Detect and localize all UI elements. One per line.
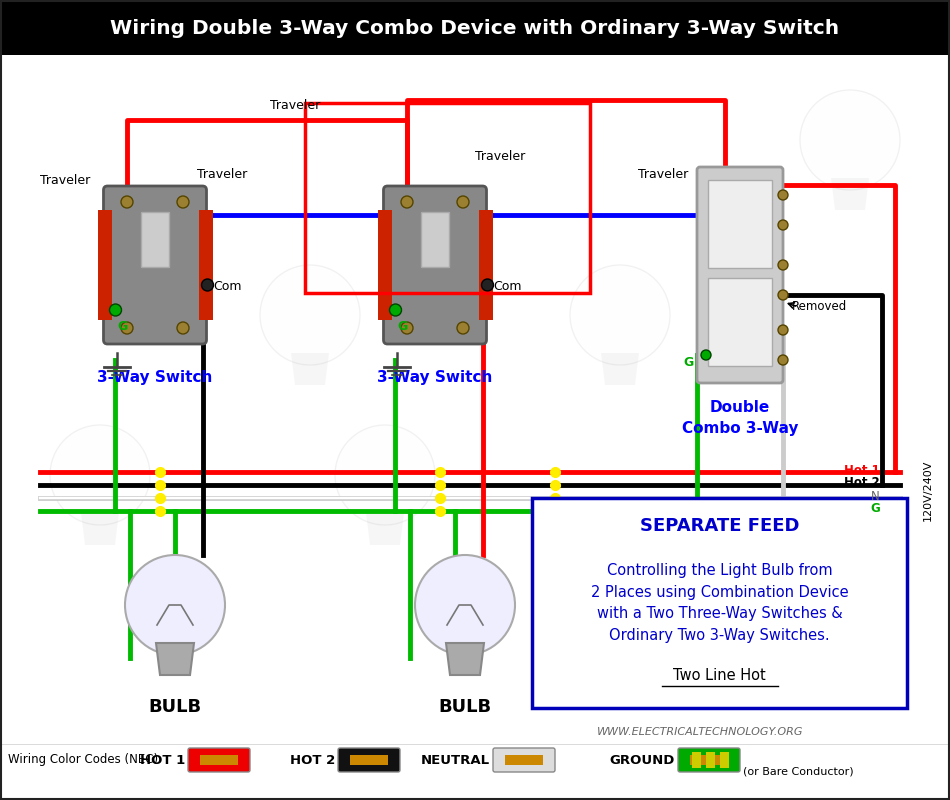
Bar: [0, 744, 950, 800]
Bar: [98, 210, 111, 320]
Text: Wiring Color Codes (NEC): Wiring Color Codes (NEC): [8, 754, 158, 766]
FancyBboxPatch shape: [384, 186, 486, 344]
Circle shape: [121, 196, 133, 208]
FancyBboxPatch shape: [697, 167, 783, 383]
Text: 120V/240V: 120V/240V: [923, 459, 933, 521]
FancyBboxPatch shape: [338, 748, 400, 772]
Circle shape: [109, 304, 122, 316]
Bar: [377, 210, 391, 320]
Circle shape: [177, 196, 189, 208]
Bar: [706, 752, 715, 768]
Circle shape: [701, 350, 711, 360]
Text: BULB: BULB: [439, 698, 491, 716]
FancyBboxPatch shape: [188, 748, 250, 772]
Bar: [505, 755, 543, 765]
Polygon shape: [81, 513, 119, 545]
Circle shape: [201, 279, 214, 291]
Text: G: G: [118, 321, 128, 334]
Circle shape: [778, 190, 788, 200]
Bar: [692, 752, 701, 768]
Circle shape: [390, 304, 402, 316]
Text: Double
Combo 3-Way: Double Combo 3-Way: [682, 400, 798, 436]
Text: Two Line Hot: Two Line Hot: [674, 669, 766, 683]
Text: Com: Com: [213, 281, 241, 294]
Bar: [690, 755, 728, 765]
Bar: [708, 278, 772, 366]
Circle shape: [778, 355, 788, 365]
Polygon shape: [156, 643, 194, 675]
Circle shape: [125, 555, 225, 655]
Text: Controlling the Light Bulb from
2 Places using Combination Device
with a Two Thr: Controlling the Light Bulb from 2 Places…: [591, 563, 848, 643]
Text: HOT 2: HOT 2: [290, 754, 335, 766]
Circle shape: [50, 425, 150, 525]
Bar: [200, 755, 238, 765]
Circle shape: [121, 322, 133, 334]
Bar: [141, 212, 169, 267]
Circle shape: [778, 260, 788, 270]
Circle shape: [457, 196, 469, 208]
Text: G: G: [398, 321, 408, 334]
Text: Traveler: Traveler: [475, 150, 525, 163]
Text: G: G: [870, 502, 880, 515]
Text: Traveler: Traveler: [637, 169, 688, 182]
Text: Wiring Double 3-Way Combo Device with Ordinary 3-Way Switch: Wiring Double 3-Way Combo Device with Or…: [110, 18, 840, 38]
Polygon shape: [291, 353, 329, 385]
Circle shape: [778, 325, 788, 335]
FancyBboxPatch shape: [493, 748, 555, 772]
Bar: [720, 752, 729, 768]
Polygon shape: [831, 178, 869, 210]
Circle shape: [570, 265, 670, 365]
Polygon shape: [601, 353, 639, 385]
Bar: [708, 180, 772, 268]
Polygon shape: [366, 513, 404, 545]
Circle shape: [415, 555, 515, 655]
Text: WWW.ELECTRICALTECHNOLOGY.ORG: WWW.ELECTRICALTECHNOLOGY.ORG: [597, 727, 804, 737]
FancyBboxPatch shape: [532, 498, 907, 708]
Circle shape: [177, 322, 189, 334]
Bar: [0, 0, 950, 55]
Polygon shape: [446, 643, 484, 675]
Text: 3-Way Switch: 3-Way Switch: [97, 370, 213, 385]
Bar: [350, 755, 388, 765]
Text: Hot 1: Hot 1: [845, 463, 880, 477]
Circle shape: [401, 196, 413, 208]
Text: Traveler: Traveler: [40, 174, 90, 186]
Text: 3-Way Switch: 3-Way Switch: [377, 370, 493, 385]
Circle shape: [401, 322, 413, 334]
Text: NEUTRAL: NEUTRAL: [421, 754, 490, 766]
Circle shape: [482, 279, 493, 291]
Bar: [199, 210, 213, 320]
Text: Hot 2: Hot 2: [845, 477, 880, 490]
Bar: [305, 103, 590, 293]
Text: GROUND: GROUND: [610, 754, 675, 766]
Circle shape: [260, 265, 360, 365]
Bar: [421, 212, 449, 267]
FancyBboxPatch shape: [104, 186, 206, 344]
Text: Removed: Removed: [792, 301, 847, 314]
Text: (or Bare Conductor): (or Bare Conductor): [743, 767, 854, 777]
Text: BULB: BULB: [148, 698, 201, 716]
Text: Com: Com: [493, 281, 522, 294]
Circle shape: [778, 220, 788, 230]
Circle shape: [800, 90, 900, 190]
FancyBboxPatch shape: [678, 748, 740, 772]
Circle shape: [778, 290, 788, 300]
Text: SEPARATE FEED: SEPARATE FEED: [639, 517, 799, 535]
Circle shape: [457, 322, 469, 334]
Text: N: N: [871, 490, 880, 502]
Text: Traveler: Traveler: [197, 169, 247, 182]
Text: HOT 1: HOT 1: [140, 754, 185, 766]
Circle shape: [335, 425, 435, 525]
Bar: [479, 210, 492, 320]
Text: Traveler: Traveler: [270, 99, 320, 112]
Text: G: G: [683, 357, 694, 370]
